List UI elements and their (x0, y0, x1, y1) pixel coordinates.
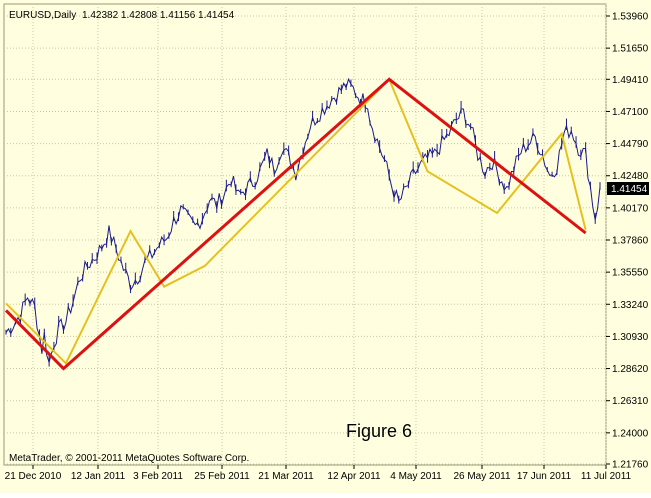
price-tick-label: 1.30930 (612, 332, 649, 343)
price-tick-label: 1.53960 (612, 12, 649, 23)
price-tick-label: 1.24000 (612, 428, 649, 439)
price-tick-label: 1.49410 (612, 75, 649, 86)
ohlc-values: 1.42382 1.42808 1.41156 1.41454 (82, 10, 235, 21)
time-tick-label: 4 May 2011 (390, 471, 442, 482)
zigzag-major-path (4, 77, 587, 371)
time-tick-label: 17 Jun 2011 (517, 471, 572, 482)
price-tick-label: 1.35550 (612, 268, 649, 279)
price-axis: 1.53960 1.51650 1.49410 1.47100 1.44790 1.424… (606, 12, 649, 471)
price-tick-label: 1.26310 (612, 396, 649, 407)
current-price-label: 1.41454 (611, 184, 648, 195)
price-tick-label: 1.28620 (612, 364, 649, 375)
zigzag-major-line (4, 77, 587, 371)
time-tick-label: 21 Dec 2010 (5, 471, 62, 482)
symbol-label: EURUSD,Daily (9, 10, 76, 21)
zigzag-minor-line (5, 77, 587, 365)
time-tick-label: 26 May 2011 (453, 471, 511, 482)
price-tick-label: 1.40170 (612, 203, 649, 214)
time-axis: 21 Dec 2010 12 Jan 2011 3 Feb 2011 25 Feb 2… (5, 465, 632, 482)
copyright-label: MetaTrader, © 2001-2011 MetaQuotes Softw… (9, 453, 249, 464)
price-tick-label: 1.37860 (612, 236, 649, 247)
time-tick-label: 3 Feb 2011 (133, 471, 183, 482)
current-price-marker: 1.41454 (607, 182, 649, 195)
time-tick-label: 11 Jul 2011 (581, 471, 632, 482)
time-tick-label: 21 Mar 2011 (258, 471, 314, 482)
time-tick-label: 12 Jan 2011 (71, 471, 126, 482)
price-tick-label: 1.51650 (612, 44, 649, 55)
price-tick-label: 1.33240 (612, 300, 649, 311)
price-tick-label: 1.47100 (612, 107, 649, 118)
figure-annotation: Figure 6 (346, 421, 412, 441)
price-tick-label: 1.44790 (612, 139, 649, 150)
zigzag-minor-path (5, 77, 587, 365)
price-tick-label: 1.42480 (612, 171, 649, 182)
time-tick-label: 12 Apr 2011 (327, 471, 381, 482)
plot-border (3, 3, 607, 466)
time-tick-label: 25 Feb 2011 (194, 471, 250, 482)
price-tick-label: 1.21760 (612, 460, 649, 471)
grid (4, 4, 607, 465)
